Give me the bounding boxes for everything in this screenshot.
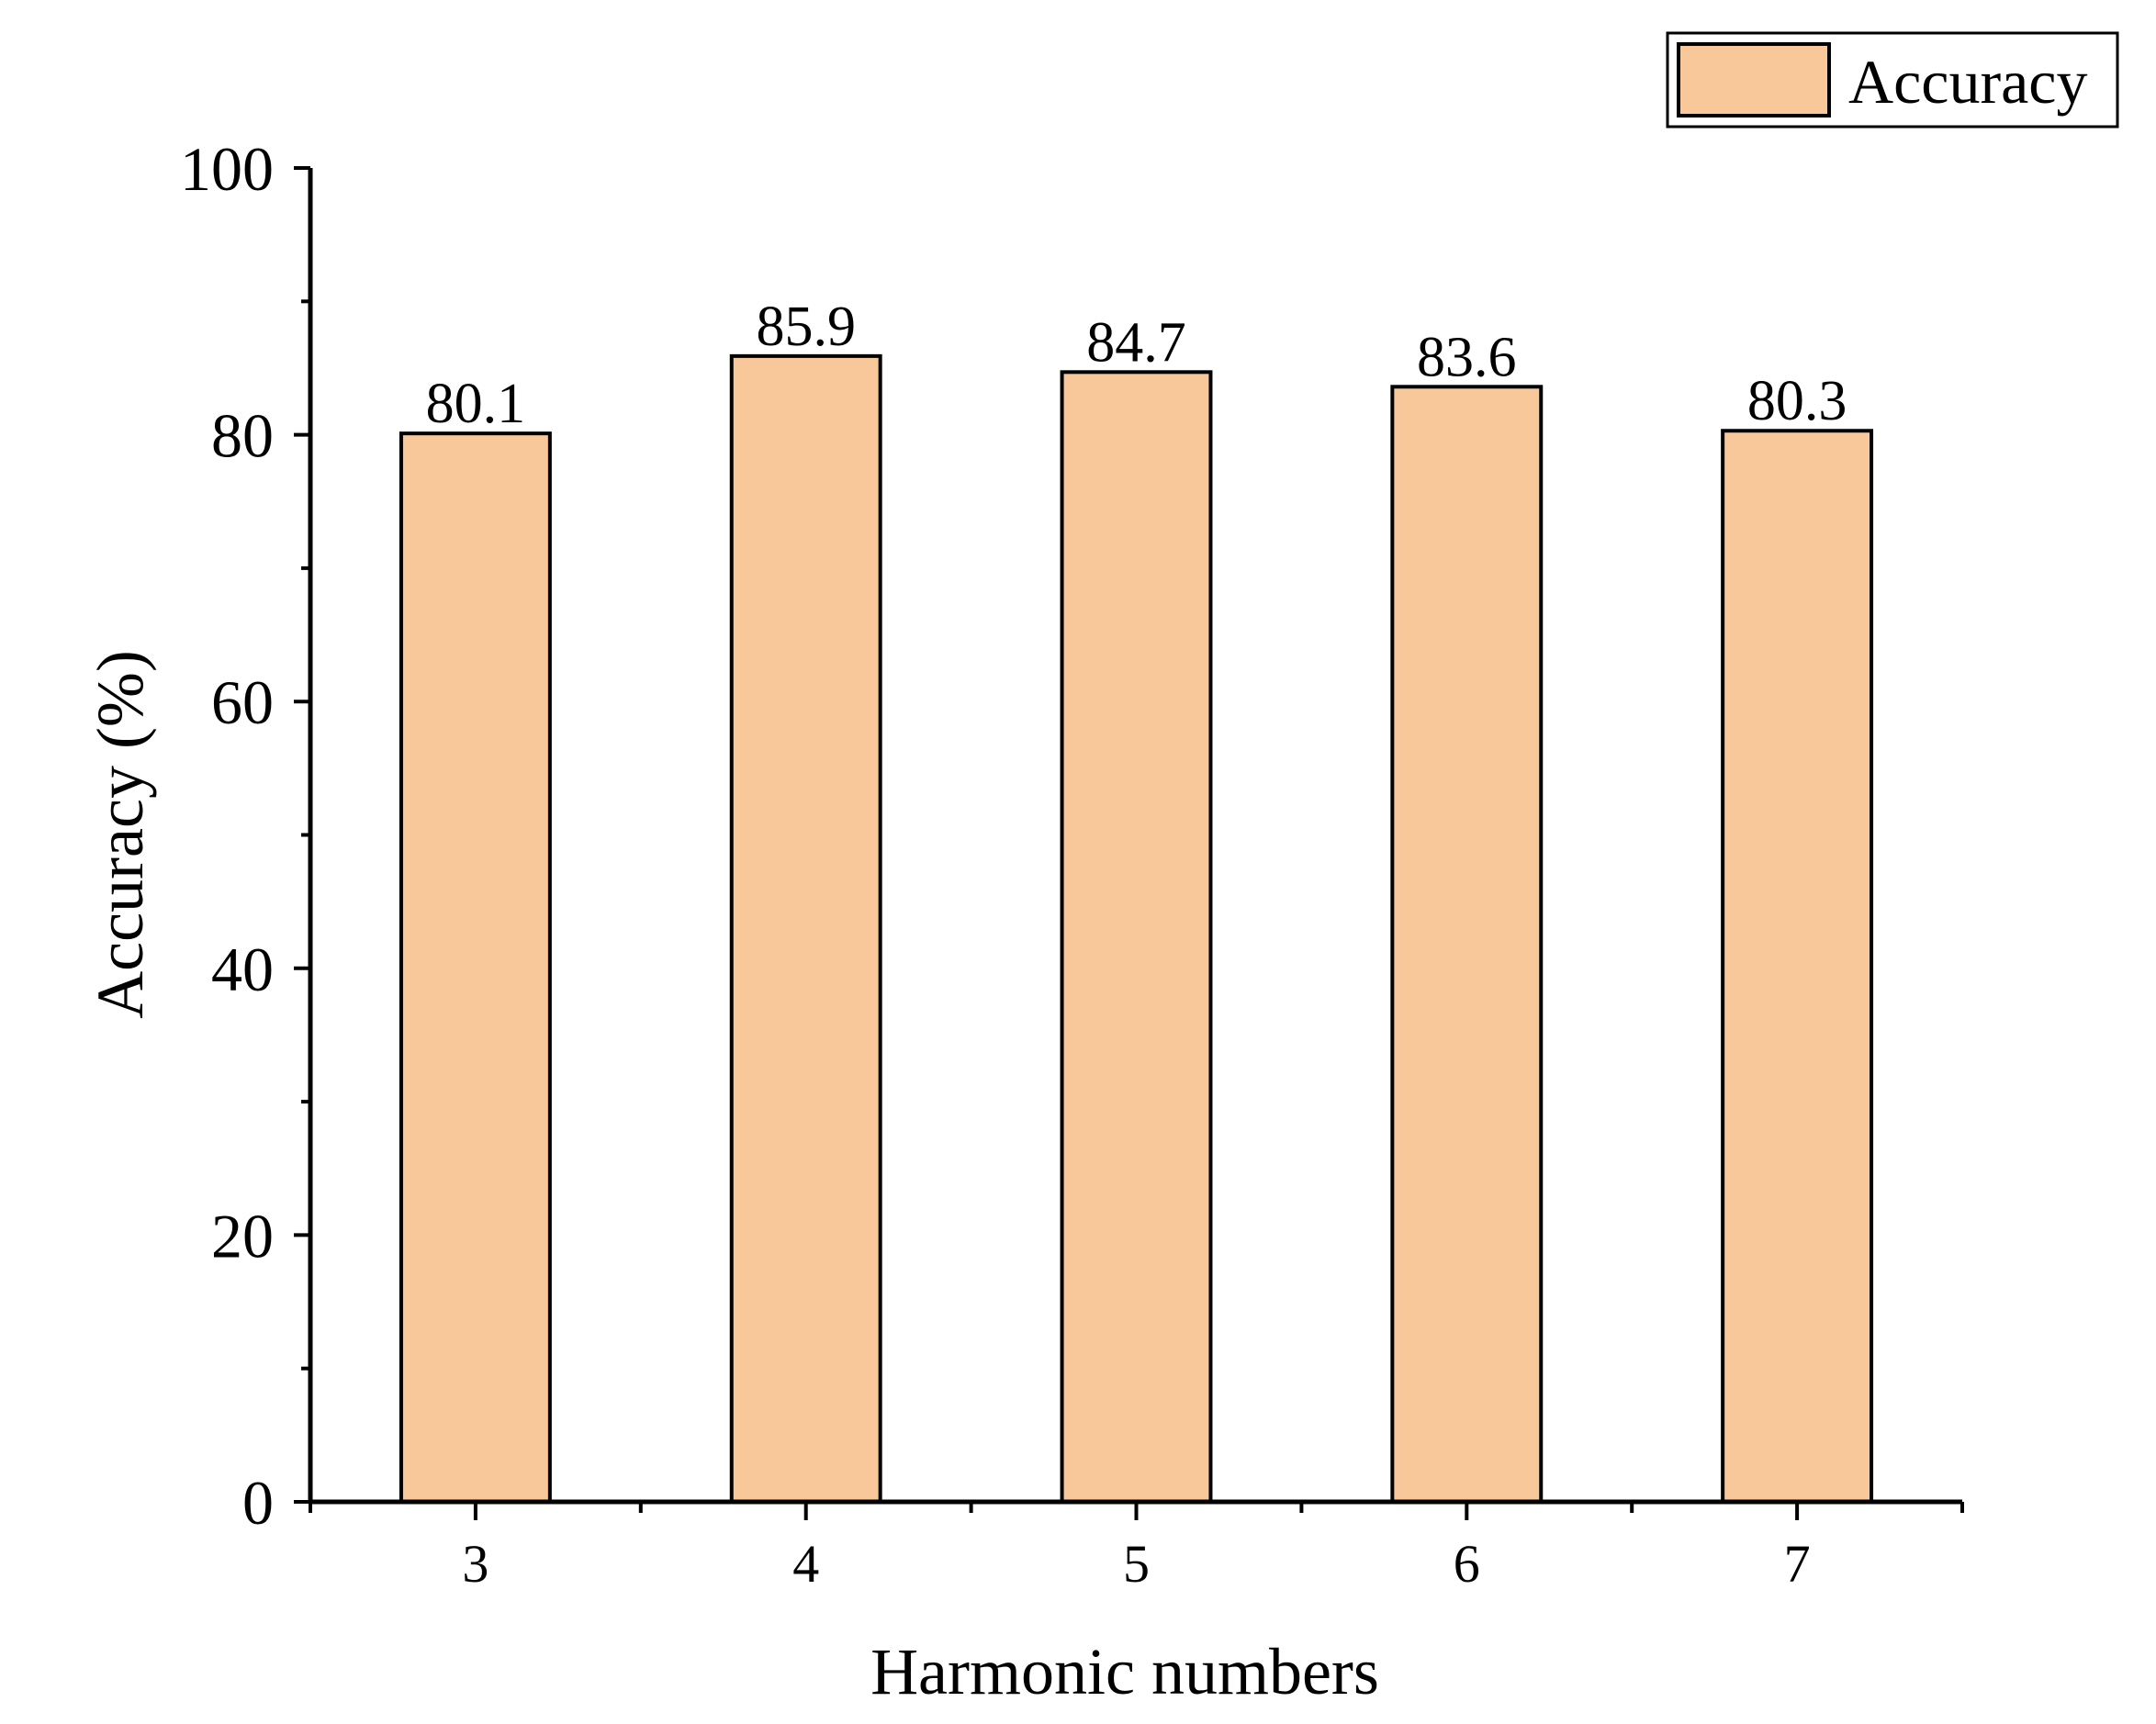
y-tick-label: 40: [211, 935, 274, 1004]
y-tick-label: 20: [211, 1201, 274, 1271]
y-tick-label: 100: [180, 134, 274, 204]
y-axis-ticks: 0 20 40 60 80 100: [180, 134, 310, 1538]
bars: [399, 353, 1874, 1505]
legend-label: Accuracy: [1848, 47, 2087, 117]
bar: [729, 353, 882, 1504]
bar: [1721, 429, 1874, 1505]
bar-value-label: 80.1: [426, 373, 526, 435]
x-tick-label: 4: [792, 1534, 819, 1594]
bar-value-label: 84.7: [1086, 311, 1186, 374]
y-tick-label: 80: [211, 401, 274, 471]
y-tick-label: 0: [242, 1468, 274, 1538]
x-tick-label: 5: [1123, 1534, 1150, 1594]
bar-value-label: 85.9: [756, 296, 856, 358]
x-axis-title: Harmonic numbers: [870, 1635, 1379, 1708]
x-tick-label: 3: [462, 1534, 488, 1594]
bar-value-labels: 80.1 85.9 84.7 83.6 80.3: [426, 296, 1847, 435]
y-tick-label: 60: [211, 667, 274, 737]
legend: Accuracy: [1666, 31, 2119, 129]
bar: [399, 431, 552, 1505]
bar: [1060, 370, 1213, 1505]
x-tick-label: 6: [1454, 1534, 1480, 1594]
legend-swatch: [1677, 42, 1831, 118]
y-axis-title: Accuracy (%): [84, 650, 157, 1019]
bar: [1390, 385, 1544, 1504]
x-axis-ticks: 3 4 5 6 7: [309, 1502, 1964, 1594]
bar-value-label: 80.3: [1747, 370, 1847, 432]
x-tick-label: 7: [1784, 1534, 1811, 1594]
bar-value-label: 83.6: [1417, 326, 1517, 388]
